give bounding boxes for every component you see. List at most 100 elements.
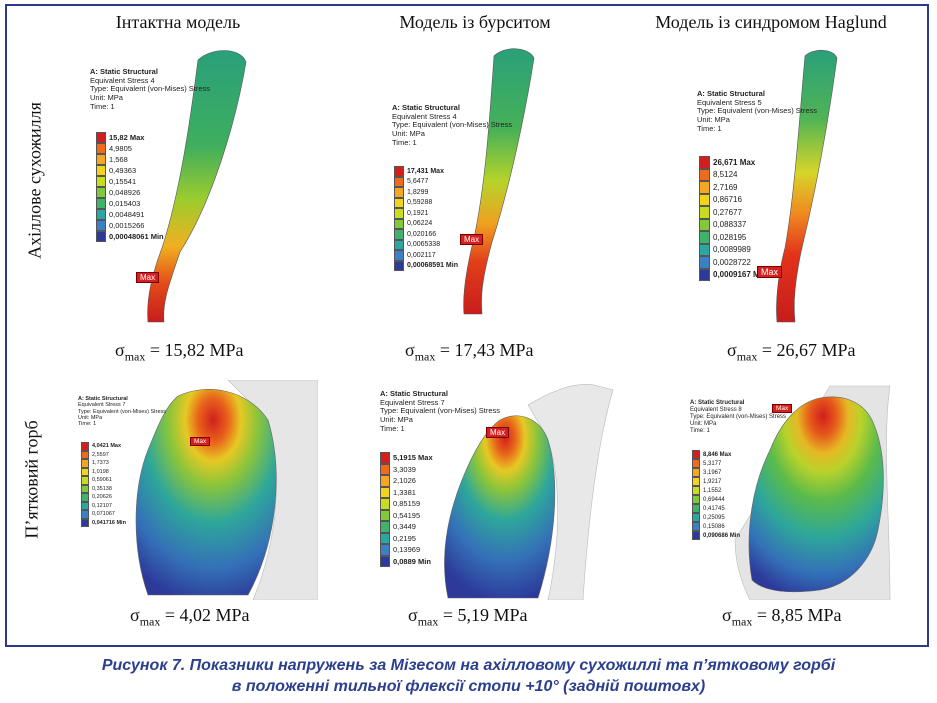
scale-value: 0,54195: [393, 510, 421, 520]
scale-value: 0,1921: [407, 209, 429, 217]
legend-line: Unit: MPa: [690, 420, 717, 427]
scale-value: 0,041716 Min: [92, 519, 126, 526]
scale-value: 2,1026: [393, 476, 416, 486]
scale-value: 1,8299: [407, 188, 429, 196]
color-scale: 4,0421 Max 2,5597 1,7373 1,0198 0,59061 …: [81, 442, 126, 527]
figure-caption-line1: Рисунок 7. Показники напружень за Мізесо…: [101, 657, 836, 674]
legend-line: Time: 1: [380, 423, 405, 433]
legend-line: Type: Equivalent (von-Mises) Stress: [392, 120, 513, 130]
sigma-max-intact-calcaneus: σmax = 4,02 MPa: [130, 605, 250, 630]
column-header-bursitis: Модель із бурситом: [399, 12, 551, 32]
legend-title: A: Static Structural: [380, 389, 448, 398]
legend-line: Unit: MPa: [78, 414, 103, 421]
scale-value: 26,671 Max: [713, 157, 756, 167]
scale-value: 2,5597: [92, 451, 109, 458]
legend-line: Unit: MPa: [380, 414, 413, 424]
scale-value: 0,028195: [713, 232, 747, 242]
legend-line: Type: Equivalent (von-Mises) Stress: [690, 413, 787, 420]
legend-line: Time: 1: [78, 421, 97, 428]
sigma-value: = 26,67 MPa: [761, 340, 856, 360]
sigma-symbol: σ: [408, 605, 418, 625]
scale-value: 4,0421 Max: [92, 443, 122, 450]
scale-value: 1,568: [109, 155, 128, 164]
scale-value: 4,9805: [109, 144, 132, 153]
sigma-symbol: σ: [130, 605, 140, 625]
scale-value: 0,06224: [407, 220, 433, 228]
sigma-max-bursitis-calcaneus: σmax = 5,19 MPa: [408, 605, 528, 630]
row-label-calcaneus: П’ятковий горб: [21, 420, 42, 539]
calcaneus-model-graphic: [135, 380, 318, 600]
fem-panel-haglund-tendon: A: Static Structural Equivalent Stress 5…: [695, 42, 925, 332]
scale-value: 8,5124: [713, 170, 738, 180]
scale-value: 0,071067: [92, 511, 115, 518]
fem-panel-intact-calcaneus: A: Static Structural Equivalent Stress 7…: [78, 380, 318, 600]
sigma-symbol: σ: [115, 340, 125, 360]
scale-value: 0,015403: [109, 199, 141, 208]
tendon-model-graphic: [147, 50, 247, 323]
legend-line: Unit: MPa: [90, 92, 123, 102]
sigma-value: = 4,02 MPa: [164, 605, 250, 625]
max-tag: Max: [190, 437, 211, 446]
color-scale: 17,431 Max 5,6477 1,8299 0,59288 0,1921 …: [394, 166, 458, 271]
scale-value: 17,431 Max: [407, 167, 444, 175]
sigma-max-haglund-calcaneus: σmax = 8,85 MPa: [722, 605, 842, 630]
scale-value: 0,00048061 Min: [109, 232, 164, 241]
max-tag: Max: [460, 234, 484, 245]
scale-value: 0,20626: [92, 494, 112, 501]
sigma-value: = 15,82 MPa: [149, 340, 244, 360]
sigma-max-intact-tendon: σmax = 15,82 MPa: [115, 340, 244, 365]
tendon-model-graphic: [776, 49, 838, 323]
max-tag: Max: [136, 272, 160, 283]
scale-value: 0,59288: [407, 199, 433, 207]
scale-value: 0,2195: [393, 533, 416, 543]
scale-value: 0,49363: [109, 166, 137, 175]
color-scale: 8,846 Max 5,3177 3,1967 1,9217 1,1552 0,…: [692, 450, 740, 540]
scale-value: 0,3449: [393, 522, 416, 532]
scale-value: 0,15541: [109, 177, 137, 186]
row-label-achilles: Ахіллове сухожилля: [24, 102, 45, 259]
scale-value: 0,0028722: [713, 257, 751, 267]
legend-line: Time: 1: [90, 101, 115, 111]
figure-caption-line2: в положенні тильної флексії стопи +10° (…: [231, 678, 706, 695]
legend-title: A: Static Structural: [78, 396, 128, 402]
legend-line: Equivalent Stress 7: [78, 402, 126, 409]
fem-panel-bursitis-calcaneus: A: Static Structural Equivalent Stress 7…: [378, 380, 623, 600]
sigma-value: = 5,19 MPa: [442, 605, 528, 625]
sigma-max-bursitis-tendon: σmax = 17,43 MPa: [405, 340, 534, 365]
calcaneus-model-graphic: [734, 385, 891, 600]
sigma-subscript: max: [139, 614, 161, 629]
legend-line: Type: Equivalent (von-Mises) Stress: [380, 406, 501, 416]
scale-value: 0,0089989: [713, 245, 751, 255]
scale-value: 0,090686 Min: [703, 532, 741, 539]
scale-value: 1,1552: [703, 487, 722, 494]
legend-line: Type: Equivalent (von-Mises) Stress: [697, 106, 818, 116]
fem-panel-haglund-calcaneus: A: Static Structural Equivalent Stress 8…: [690, 380, 925, 600]
scale-value: 0,86716: [713, 195, 742, 205]
sigma-value: = 17,43 MPa: [439, 340, 534, 360]
sigma-symbol: σ: [727, 340, 737, 360]
legend-line: Time: 1: [690, 427, 710, 434]
scale-value: 8,846 Max: [703, 451, 732, 458]
legend-line: Type: Equivalent (von-Mises) Stress: [78, 408, 167, 415]
scale-value: 5,6477: [407, 178, 429, 186]
scale-value: 0,0048491: [109, 210, 145, 219]
scale-value: 0,41745: [703, 505, 725, 512]
scale-value: 0,0015266: [109, 221, 145, 230]
legend-line: Equivalent Stress 4: [392, 111, 457, 121]
scale-value: 0,85159: [393, 499, 421, 509]
sigma-max-haglund-tendon: σmax = 26,67 MPa: [727, 340, 856, 365]
scale-value: 1,9217: [703, 478, 722, 485]
legend-line: Unit: MPa: [392, 128, 425, 138]
sigma-subscript: max: [124, 349, 146, 364]
scale-value: 5,1915 Max: [393, 453, 433, 463]
column-header-intact: Інтактна модель: [115, 12, 241, 32]
scale-value: 15,82 Max: [109, 133, 145, 142]
sigma-subscript: max: [736, 349, 758, 364]
fem-panel-intact-tendon: A: Static Structural Equivalent Stress 4…: [90, 42, 320, 332]
scale-value: 0,15086: [703, 523, 725, 530]
scale-value: 0,020166: [407, 230, 437, 238]
scale-value: 5,3177: [703, 460, 722, 467]
scale-value: 0,35138: [92, 485, 112, 492]
scale-value: 1,7373: [92, 460, 109, 467]
scale-value: 0,27677: [713, 207, 742, 217]
